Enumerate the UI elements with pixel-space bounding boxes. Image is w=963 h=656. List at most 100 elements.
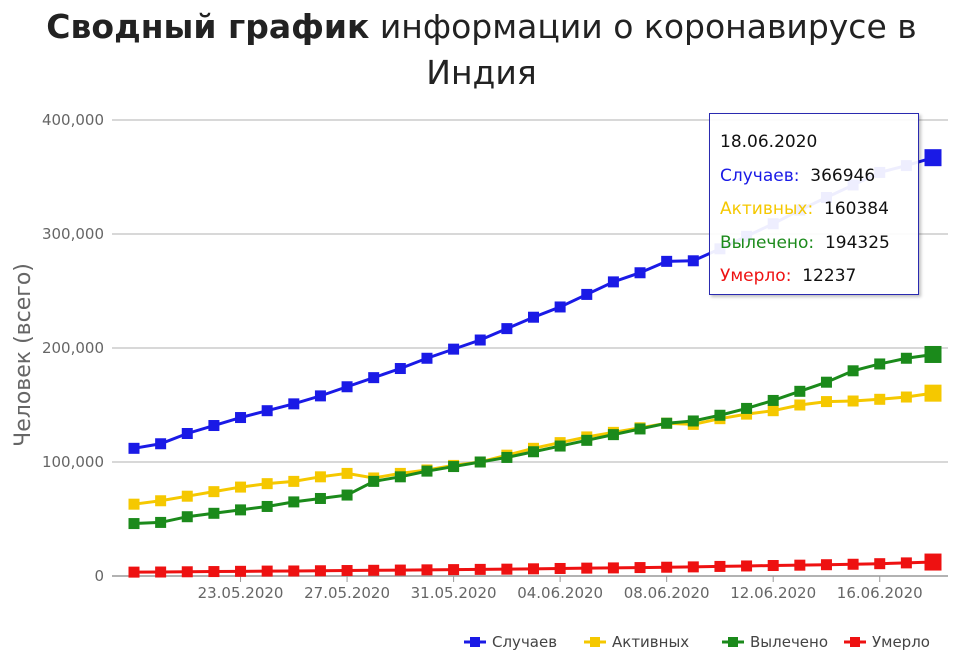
series-0-point [661,255,673,267]
legend-item: Умерло [844,633,930,651]
series-2-point [687,415,699,427]
series-3-point [128,566,140,578]
series-3-point [155,566,167,578]
legend-swatch-marker [850,637,860,647]
series-0-point [581,288,593,300]
legend: Случаев Активных Вылечено Умерло [464,633,930,651]
series-1-point [794,399,806,411]
legend-label: Активных [612,633,689,651]
tooltip-date: 18.06.2020 [720,132,818,152]
series-0-point [314,390,326,402]
series-3-point [501,563,513,575]
chart-title-bold: Сводный график [46,7,370,46]
series-3-point [181,566,193,578]
legend-swatch-marker [470,637,480,647]
y-tick-label: 300,000 [42,225,104,243]
series-3-point [607,562,619,574]
series-2-point [261,500,273,512]
tooltip-row-value: 366946 [799,165,876,186]
series-2-point [341,489,353,501]
series-3-point [474,563,486,575]
series-2-point [900,352,912,364]
series-3-point [341,565,353,577]
series-2-point [607,429,619,441]
series-2-point [368,475,380,487]
legend-swatch-marker [728,637,738,647]
series-2-point [208,507,220,519]
y-tick-label: 0 [94,567,104,585]
series-2-point [874,358,886,370]
series-2-point [820,376,832,388]
series-2-point [235,504,247,516]
series-3-point [528,563,539,575]
series-2-point [181,511,193,523]
legend-item: Вылечено [722,633,828,651]
series-3-point [847,558,859,570]
y-axis-ticks: 0 100,000 200,000 300,000 400,000 [42,111,104,585]
x-tick-label: 04.06.2020 [517,584,603,602]
series-1-point [847,395,859,407]
series-0-point [208,420,220,432]
tooltip-row: Умерло: 12237 [720,260,918,294]
series-2-line [133,352,934,526]
series-3-point [820,559,832,571]
series-0-point [634,267,646,279]
y-tick-label: 400,000 [42,111,104,129]
series-2-point [714,409,726,421]
series-0-point [155,438,167,450]
series-1-point [820,396,832,408]
series-0-point [368,372,380,384]
legend-label: Вылечено [750,633,828,651]
series-0-point [687,255,699,267]
series-0-point [181,428,193,439]
series-2-point [288,496,300,508]
legend-label: Умерло [872,633,930,651]
series-0-point [421,352,433,364]
y-tick-label: 200,000 [42,339,104,357]
series-3-point [794,559,806,571]
series-2-point [924,345,942,363]
series-0-point [235,412,247,424]
series-2-point [847,365,859,377]
series-2-point [314,492,326,504]
series-3-point [288,565,300,577]
series-3-point [581,562,593,574]
series-1-point [235,481,247,493]
series-2 [128,345,942,530]
series-2-point [155,516,167,528]
legend-label: Случаев [492,633,557,651]
series-3-point [924,553,942,571]
series-2-point [661,417,673,429]
series-0-point [924,149,942,167]
series-1-point [128,498,140,510]
series-2-point [421,465,433,477]
series-0-point [261,405,273,417]
series-1-point [341,467,353,479]
series-1-point [314,471,326,483]
series-3-point [741,560,753,572]
series-1-point [924,384,942,402]
series-2-point [448,461,460,473]
legend-item: Случаев [464,633,557,651]
tooltip-rows: Случаев: 366946 Активных: 160384 Вылечено:… [720,160,918,294]
series-2-point [634,423,646,435]
tooltip-row: Активных: 160384 [720,193,918,227]
series-2-point [794,385,806,397]
x-tick-label: 31.05.2020 [411,584,497,602]
tooltip-row-value: 12237 [791,266,857,286]
series-3-point [874,558,886,570]
series-3-point [208,566,220,578]
x-tick-label: 23.05.2020 [198,584,284,602]
series-2-point [394,471,406,483]
series-1-point [181,490,193,502]
series-3-point [261,565,273,577]
series-1-point [155,495,167,507]
series-3-point [661,561,673,573]
series-3-point [554,562,566,574]
tooltip-row-value: 160384 [813,199,889,219]
series-0-point [607,276,619,288]
series-3-point [687,561,699,573]
series-2-point [767,394,779,406]
series-0-point [448,343,460,355]
